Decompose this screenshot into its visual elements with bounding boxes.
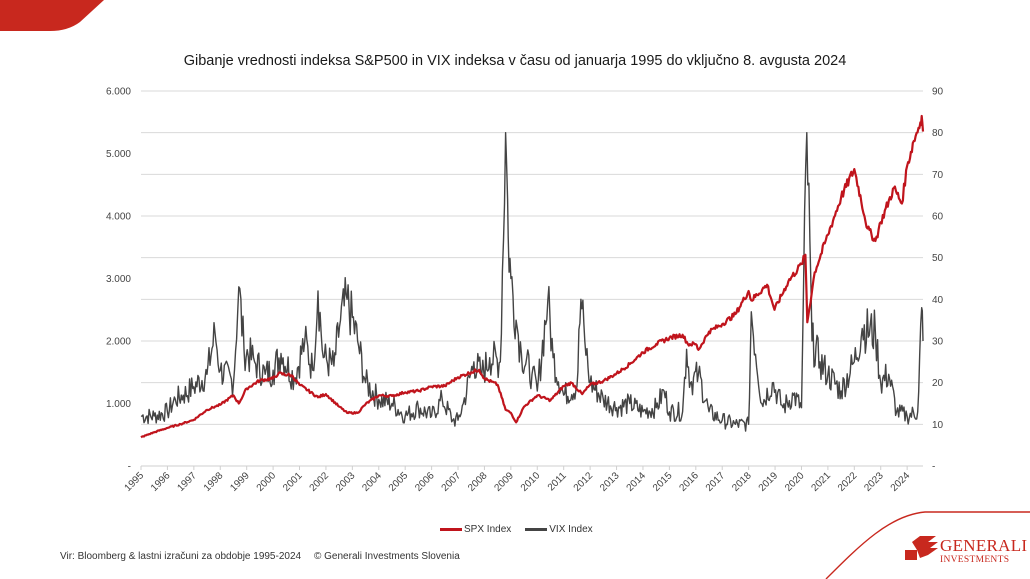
x-tick-label: 2001 (281, 470, 305, 494)
y-right-tick-label: 40 (932, 295, 944, 306)
y-right-tick-label: 30 (932, 337, 944, 348)
y-left-tick-label: 6.000 (106, 87, 131, 98)
y-left-tick-label: 1.000 (106, 399, 131, 410)
x-tick-label: 1999 (228, 470, 252, 494)
y-left-tick-label: 2.000 (106, 337, 131, 348)
x-tick-label: 2010 (519, 470, 543, 494)
legend-item-spx[interactable]: SPX Index (440, 524, 511, 535)
x-tick-label: 2023 (862, 470, 886, 494)
x-tick-label: 2013 (598, 470, 622, 494)
x-tick-label: 2019 (757, 470, 781, 494)
series-group (140, 114, 925, 439)
x-tick-label: 1997 (175, 470, 199, 494)
x-tick-label: 2024 (889, 470, 913, 494)
source-note: Vir: Bloomberg & lastni izračuni za obdo… (60, 551, 302, 562)
corner-decoration (0, 0, 104, 31)
legend-item-vix[interactable]: VIX Index (525, 524, 593, 535)
y-right-tick-label: 90 (932, 87, 944, 98)
winged-lion-icon (905, 536, 938, 560)
y-left-tick-label: 3.000 (106, 274, 131, 285)
logo-text-investments: INVESTMENTS (940, 555, 1010, 565)
generali-logo: GENERALI INVESTMENTS (820, 500, 1030, 579)
x-tick-label: 2016 (677, 470, 701, 494)
x-tick-label: 2003 (334, 470, 358, 494)
gridlines (141, 90, 923, 467)
x-tick-label: 2012 (572, 470, 596, 494)
x-tick-label: 1995 (123, 470, 147, 494)
legend-label-vix: VIX Index (549, 524, 593, 535)
y-right-tick-label: 60 (932, 212, 944, 223)
legend: SPX Index VIX Index (440, 524, 593, 535)
y-right-tick-label: 50 (932, 253, 944, 264)
logo-swoosh (825, 511, 1030, 579)
x-tick-label: 2021 (810, 470, 834, 494)
x-tick-label: 2014 (625, 470, 649, 494)
x-tick-label: 2009 (492, 470, 516, 494)
x-axis: 1995 1996 1997 1998 1999 2000 2001 2002 2003 2004… (123, 466, 913, 494)
x-tick-label: 1998 (202, 470, 226, 494)
y-left-tick-label: 5.000 (106, 149, 131, 160)
x-tick-label: 2007 (440, 470, 464, 494)
x-tick-label: 1996 (149, 470, 173, 494)
right-axis-ticks: - 10 20 30 40 50 60 70 80 90 (932, 87, 944, 473)
line-chart: - 1.000 2.000 3.000 4.000 5.000 6.000 - 10 20 30 4… (106, 87, 944, 494)
x-tick-label: 2022 (836, 470, 860, 494)
x-tick-label: 2015 (651, 470, 675, 494)
legend-swatch-spx (440, 528, 462, 531)
x-tick-label: 2011 (546, 470, 569, 493)
x-tick-label: 2018 (730, 470, 754, 494)
y-right-tick-label: 10 (932, 420, 944, 431)
x-tick-label: 2000 (255, 470, 279, 494)
chart-title: Gibanje vrednosti indeksa S&P500 in VIX … (183, 53, 847, 69)
x-tick-label: 2020 (783, 470, 807, 494)
x-tick-label: 2006 (413, 470, 437, 494)
legend-swatch-vix (525, 528, 548, 531)
legend-label-spx: SPX Index (464, 524, 512, 535)
series-line-spx-index (140, 114, 925, 439)
x-tick-label: 2008 (466, 470, 490, 494)
y-right-tick-label: 80 (932, 128, 944, 139)
x-tick-label: 2005 (387, 470, 411, 494)
copyright-note: © Generali Investments Slovenia (314, 551, 460, 562)
y-left-tick-label: - (128, 462, 131, 473)
series-line-vix-index (140, 132, 924, 432)
x-tick-label: 2002 (308, 470, 332, 494)
y-right-tick-label: 20 (932, 378, 944, 389)
y-right-tick-label: 70 (932, 170, 944, 181)
y-right-tick-label: - (932, 462, 935, 473)
y-left-tick-label: 4.000 (106, 212, 131, 223)
x-tick-label: 2017 (704, 470, 728, 494)
logo-text-generali: GENERALI (940, 536, 1028, 555)
x-tick-label: 2004 (360, 470, 384, 494)
left-axis-ticks: - 1.000 2.000 3.000 4.000 5.000 6.000 (106, 87, 131, 473)
